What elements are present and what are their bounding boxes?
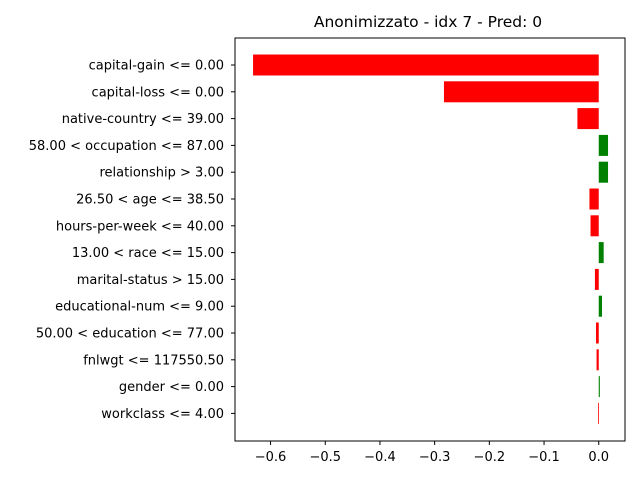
y-tick-label: 58.00 < occupation <= 87.00 (29, 139, 224, 154)
y-tick-label: native-country <= 39.00 (62, 112, 224, 127)
x-tick-label: −0.3 (419, 450, 451, 465)
y-tick-label: 26.50 < age <= 38.50 (76, 193, 224, 208)
y-tick-label: capital-loss <= 0.00 (92, 85, 224, 100)
y-tick-label: fnlwgt <= 117550.50 (83, 353, 224, 368)
bars-group (253, 54, 609, 424)
y-tick-label: hours-per-week <= 40.00 (56, 219, 224, 234)
y-tick-label: marital-status > 15.00 (77, 273, 224, 288)
bar-58-00-occupation-87-00 (598, 134, 609, 156)
plot-frame (234, 37, 626, 442)
bar-relationship-3-00 (598, 161, 609, 183)
bar-26-50-age-38-50 (589, 188, 599, 210)
bar-workclass-4-00 (598, 402, 599, 424)
bar-educational-num-9-00 (598, 295, 603, 317)
x-tick-label: 0.0 (588, 450, 609, 465)
y-tick-label: 13.00 < race <= 15.00 (72, 246, 224, 261)
y-tick-label: capital-gain <= 0.00 (89, 59, 224, 74)
bar-native-country-39-00 (577, 108, 599, 130)
bar-13-00-race-15-00 (598, 242, 604, 264)
chart-title: Anonimizzato - idx 7 - Pred: 0 (314, 13, 542, 31)
x-axis: −0.6 −0.5 −0.4 −0.3 −0.2 −0.1 0.0 (255, 441, 609, 465)
bar-marital-status-15-00 (594, 268, 599, 290)
bar-gender-0-00 (598, 376, 600, 398)
bar-fnlwgt-117550-50 (596, 349, 599, 371)
y-tick-label: relationship > 3.00 (99, 166, 224, 181)
y-tick-label: workclass <= 4.00 (101, 407, 224, 422)
bar-hours-per-week-40-00 (590, 215, 599, 237)
bar-capital-loss-0-00 (443, 81, 599, 103)
x-tick-label: −0.6 (255, 450, 287, 465)
bar-50-00-education-77-00 (596, 322, 599, 344)
x-tick-label: −0.5 (309, 450, 341, 465)
y-tick-label: educational-num <= 9.00 (55, 300, 224, 315)
x-tick-label: −0.4 (364, 450, 396, 465)
y-axis: capital-gain <= 0.00 capital-loss <= 0.00… (29, 59, 235, 422)
x-tick-label: −0.1 (528, 450, 560, 465)
x-tick-label: −0.2 (474, 450, 506, 465)
y-tick-label: 50.00 < education <= 77.00 (36, 327, 224, 342)
y-tick-label: gender <= 0.00 (119, 380, 224, 395)
bar-capital-gain-0-00 (253, 54, 599, 76)
